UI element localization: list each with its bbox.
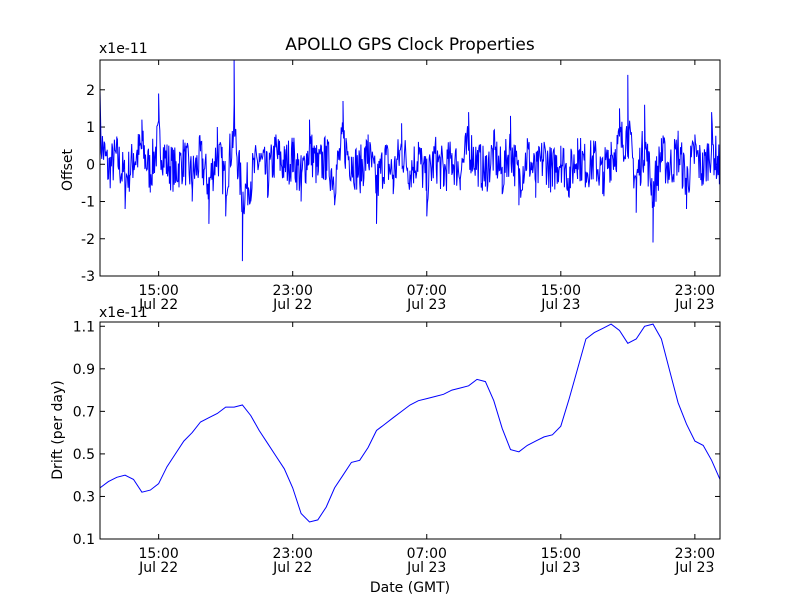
x-tick-date-label: Jul 23 (540, 297, 580, 313)
top-scale-label: x1e-11 (99, 41, 148, 57)
top-ylabel: Offset (60, 148, 76, 191)
drift-series-line (99, 323, 721, 523)
y-tick-label: 1 (86, 120, 95, 136)
x-tick-date-label: Jul 22 (138, 560, 178, 576)
x-tick-time-label: 07:00 (407, 283, 447, 299)
bottom-xlabel: Date (GMT) (370, 580, 450, 596)
bottom-y-ticks: 0.1 0.3 0.5 0.7 0.9 1.1 (73, 319, 720, 548)
bottom-axes-frame (99, 321, 721, 540)
top-y-ticks: -3 -2 -1 0 1 2 (81, 83, 720, 285)
y-tick-label: 0.1 (73, 532, 95, 548)
x-tick-date-label: Jul 23 (406, 560, 446, 576)
bottom-ylabel: Drift (per day) (50, 380, 66, 479)
x-tick-date-label: Jul 22 (272, 297, 312, 313)
y-tick-label: 0.9 (73, 362, 95, 378)
x-tick-date-label: Jul 23 (674, 560, 714, 576)
y-tick-label: 0 (86, 157, 95, 173)
y-tick-label: -1 (81, 195, 95, 211)
top-axes-frame (99, 59, 721, 277)
x-tick-date-label: Jul 22 (138, 297, 178, 313)
y-tick-label: 1.1 (73, 319, 95, 335)
x-tick-time-label: 15:00 (541, 283, 581, 299)
x-tick-time-label: 15:00 (138, 283, 178, 299)
y-tick-label: -3 (81, 269, 95, 285)
x-tick-time-label: 23:00 (675, 283, 715, 299)
x-tick-time-label: 23:00 (273, 546, 313, 562)
chart-title: APOLLO GPS Clock Properties (285, 35, 535, 55)
x-tick-time-label: 15:00 (138, 546, 178, 562)
y-tick-label: -2 (81, 232, 95, 248)
x-tick-time-label: 15:00 (541, 546, 581, 562)
x-tick-date-label: Jul 23 (540, 560, 580, 576)
y-tick-label: 0.5 (73, 447, 95, 463)
x-tick-date-label: Jul 22 (272, 560, 312, 576)
x-tick-time-label: 23:00 (675, 546, 715, 562)
x-tick-date-label: Jul 23 (674, 297, 714, 313)
y-tick-label: 0.7 (73, 404, 95, 420)
x-tick-time-label: 23:00 (273, 283, 313, 299)
bottom-scale-label: x1e-11 (99, 305, 148, 321)
x-tick-date-label: Jul 23 (406, 297, 446, 313)
offset-series-line (99, 59, 721, 262)
y-tick-label: 0.3 (73, 489, 95, 505)
y-tick-label: 2 (86, 83, 95, 99)
x-tick-time-label: 07:00 (407, 546, 447, 562)
